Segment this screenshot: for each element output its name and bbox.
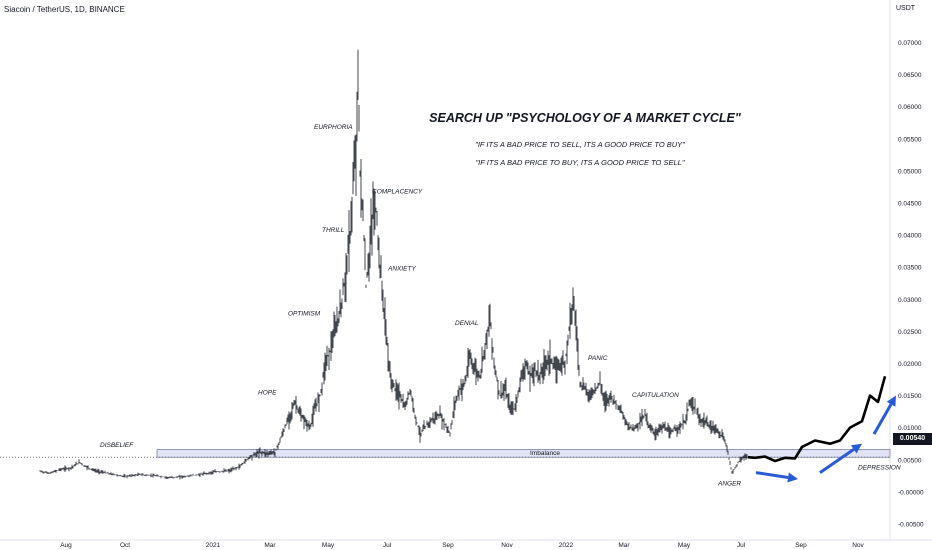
x-tick-label: Mar: [618, 542, 630, 549]
blue-arrow-head: [886, 395, 896, 407]
x-tick-label: May: [322, 542, 335, 549]
blue-arrow-head: [850, 443, 862, 454]
current-price-tag: 0.00540: [893, 433, 932, 445]
y-tick-label: 0.05000: [898, 168, 922, 175]
y-tick-label: 0.04500: [898, 200, 922, 207]
y-tick-label: 0.01500: [898, 393, 922, 400]
x-tick-label: Mar: [264, 542, 276, 549]
cycle-phase-label: THRILL: [322, 227, 345, 234]
y-tick-label: 0.00500: [898, 457, 922, 464]
x-tick-label: 2021: [206, 542, 221, 549]
chart-header: Siacoin / TetherUS, 1D, BINANCE: [4, 5, 125, 14]
y-tick-label: 0.05500: [898, 136, 922, 143]
imbalance-zone: [156, 449, 891, 458]
x-tick-label: 2022: [559, 542, 574, 549]
blue-arrow-shaft: [872, 403, 893, 435]
x-tick-label: Nov: [852, 542, 864, 549]
x-tick-label: Nov: [501, 542, 513, 549]
y-tick-label: 0.03000: [898, 297, 922, 304]
y-tick-label: 0.06000: [898, 104, 922, 111]
imbalance-label: Imbalance: [530, 450, 560, 457]
y-tick-label: 0.03500: [898, 265, 922, 272]
blue-arrow-head: [787, 472, 798, 483]
y-tick-label: 0.06500: [898, 72, 922, 79]
y-tick-label: -0.00500: [898, 521, 924, 528]
cycle-phase-label: DISBELIEF: [100, 442, 134, 449]
cycle-phase-label: ANGER: [717, 480, 741, 487]
blue-arrow-shaft: [755, 471, 789, 479]
price-unit: USDT: [896, 5, 916, 12]
quote-buy: "IF ITS A BAD PRICE TO BUY, ITS A GOOD P…: [476, 158, 685, 167]
y-tick-label: 0.02500: [898, 329, 922, 336]
x-tick-label: Jul: [383, 542, 392, 549]
blue-arrow-shaft: [819, 448, 855, 474]
x-tick-label: Aug: [60, 542, 72, 549]
cycle-phase-label: CAPITULATION: [632, 392, 679, 399]
y-tick-label: 0.07000: [898, 40, 922, 47]
cycle-phase-label: HOPE: [258, 389, 277, 396]
y-tick-label: -0.00000: [898, 489, 924, 496]
x-tick-label: May: [678, 542, 691, 549]
y-tick-label: 0.02000: [898, 361, 922, 368]
cycle-phase-label: EURPHORIA: [314, 124, 353, 131]
cycle-phase-label: DENIAL: [455, 320, 479, 327]
x-tick-label: Sep: [442, 542, 454, 549]
projection-path: [747, 375, 887, 463]
y-tick-label: 0.04000: [898, 233, 922, 240]
quote-sell: "IF ITS A BAD PRICE TO SELL, ITS A GOOD …: [475, 140, 685, 149]
cycle-phase-label: OPTIMISM: [288, 310, 321, 317]
x-tick-label: Oct: [120, 542, 130, 549]
cycle-phase-label: ANXIETY: [387, 265, 416, 272]
x-tick-label: Sep: [795, 542, 807, 549]
cycle-phase-label: PANIC: [588, 355, 608, 362]
x-tick-label: Jul: [737, 542, 746, 549]
chart-title: SEARCH UP "PSYCHOLOGY OF A MARKET CYCLE": [429, 111, 742, 125]
y-tick-label: 0.01000: [898, 425, 922, 432]
cycle-phase-label: DEPRESSION: [858, 464, 901, 471]
cycle-phase-label: COMPLACENCY: [372, 188, 423, 195]
